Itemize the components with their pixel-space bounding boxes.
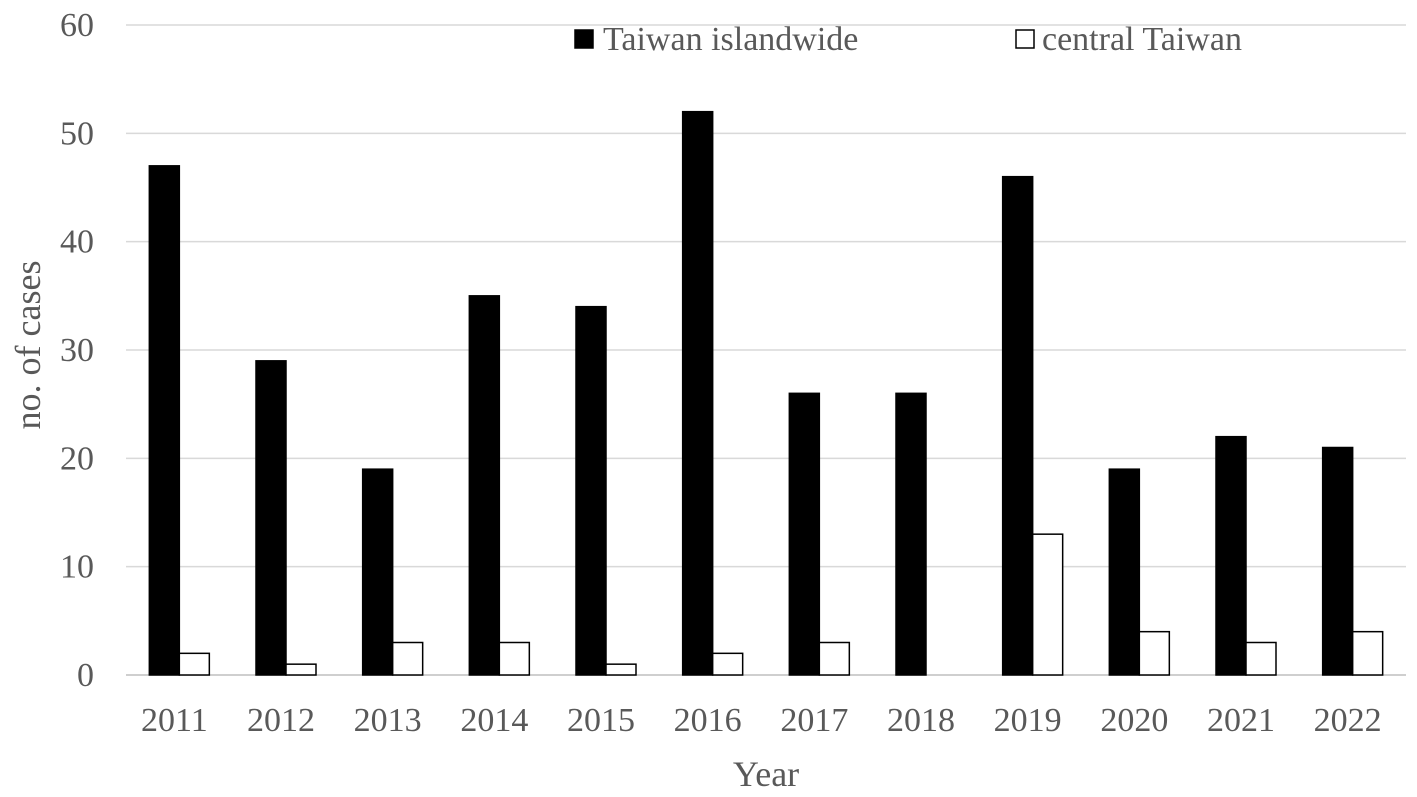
x-tick-label: 2011 (141, 702, 208, 739)
x-tick-label: 2014 (460, 702, 528, 739)
bar-taiwan-islandwide-2018 (895, 392, 927, 676)
x-tick-label: 2017 (780, 702, 848, 739)
x-tick-label: 2012 (247, 702, 315, 739)
x-tick-label: 2015 (567, 702, 635, 739)
bar-taiwan-islandwide-2022 (1321, 446, 1354, 676)
y-tick-label: 40 (60, 224, 94, 261)
x-axis-title: Year (733, 754, 799, 794)
bar-central-taiwan-2013 (391, 641, 424, 676)
bar-central-taiwan-2014 (498, 641, 531, 676)
bar-central-taiwan-2021 (1245, 641, 1277, 676)
gridlines (126, 24, 1406, 676)
bars (148, 110, 1384, 676)
bar-central-taiwan-2017 (818, 641, 851, 676)
bar-taiwan-islandwide-2020 (1108, 468, 1141, 676)
y-tick-label: 60 (60, 7, 94, 44)
x-tick-label: 2019 (994, 702, 1062, 739)
legend-label-taiwan-islandwide: Taiwan islandwide (603, 21, 858, 58)
bar-central-taiwan-2015 (605, 663, 637, 676)
bar-central-taiwan-2016 (711, 652, 744, 676)
legend-label-central-taiwan: central Taiwan (1042, 21, 1242, 58)
x-tick-label: 2016 (674, 702, 742, 739)
bar-taiwan-islandwide-2016 (681, 110, 714, 676)
y-tick-label: 10 (60, 549, 94, 586)
legend: Taiwan islandwide central Taiwan (574, 21, 1242, 58)
x-tick-label: 2018 (887, 702, 955, 739)
bar-central-taiwan-2012 (285, 663, 317, 676)
bar-central-taiwan-2019 (1031, 533, 1064, 676)
bar-central-taiwan-2020 (1138, 630, 1171, 676)
x-tick-label: 2020 (1100, 702, 1168, 739)
y-tick-label: 50 (60, 115, 94, 152)
x-axis-ticks: 2011 2012 2013 2014 2015 2016 2017 2018 2019 2020… (141, 702, 1382, 739)
bar-taiwan-islandwide-2014 (468, 295, 501, 676)
bar-taiwan-islandwide-2011 (148, 165, 181, 676)
y-axis-ticks: 0 10 20 30 40 50 60 (60, 7, 94, 694)
bar-central-taiwan-2022 (1351, 630, 1384, 676)
legend-item-central-taiwan: central Taiwan (1015, 21, 1242, 58)
x-tick-label: 2021 (1207, 702, 1275, 739)
y-tick-label: 0 (77, 657, 94, 694)
bar-taiwan-islandwide-2019 (1001, 175, 1034, 676)
legend-item-taiwan-islandwide: Taiwan islandwide (574, 21, 858, 58)
y-axis-title: no. of cases (8, 261, 48, 430)
y-tick-label: 30 (60, 332, 94, 369)
x-tick-label: 2022 (1314, 702, 1382, 739)
bar-taiwan-islandwide-2021 (1215, 435, 1247, 676)
bar-taiwan-islandwide-2013 (361, 468, 394, 676)
x-tick-label: 2013 (354, 702, 422, 739)
bar-central-taiwan-2011 (178, 652, 211, 676)
bar-taiwan-islandwide-2015 (575, 305, 607, 676)
bar-taiwan-islandwide-2017 (788, 392, 821, 676)
legend-swatch-central-taiwan (1015, 29, 1035, 49)
bar-taiwan-islandwide-2012 (255, 360, 287, 676)
legend-swatch-taiwan-islandwide (574, 29, 594, 49)
y-tick-label: 20 (60, 440, 94, 477)
